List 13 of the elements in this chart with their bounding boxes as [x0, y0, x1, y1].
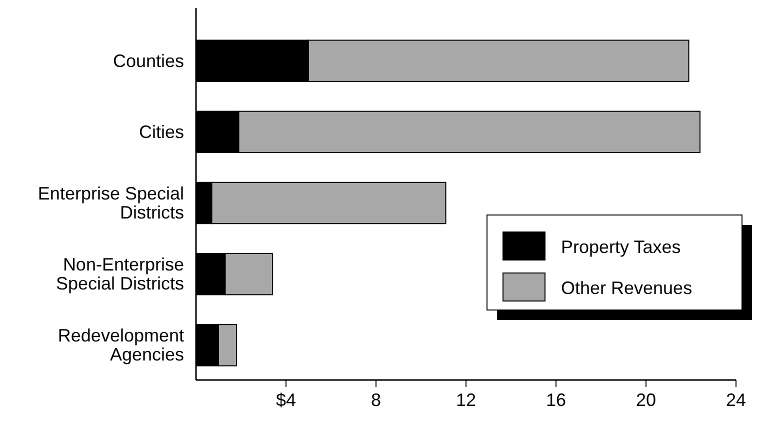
y-tick-label: Cities: [138, 122, 184, 142]
x-tick-label: 8: [370, 390, 382, 410]
y-tick-label: Enterprise Special Districts: [38, 184, 184, 222]
y-tick-label: Non-Enterprise Special Districts: [56, 254, 184, 294]
x-tick-label: 24: [726, 390, 746, 410]
y-tick-label: Counties: [112, 50, 184, 71]
x-tick-label: 12: [456, 390, 476, 410]
legend-label: Other Revenues: [561, 278, 692, 298]
y-tick-label: Redevelopment Agencies: [58, 326, 184, 365]
x-tick-label: 16: [546, 390, 566, 410]
x-tick-label: 20: [636, 390, 656, 410]
legend-label: Property Taxes: [561, 237, 681, 257]
x-tick-label: $4: [276, 390, 296, 410]
